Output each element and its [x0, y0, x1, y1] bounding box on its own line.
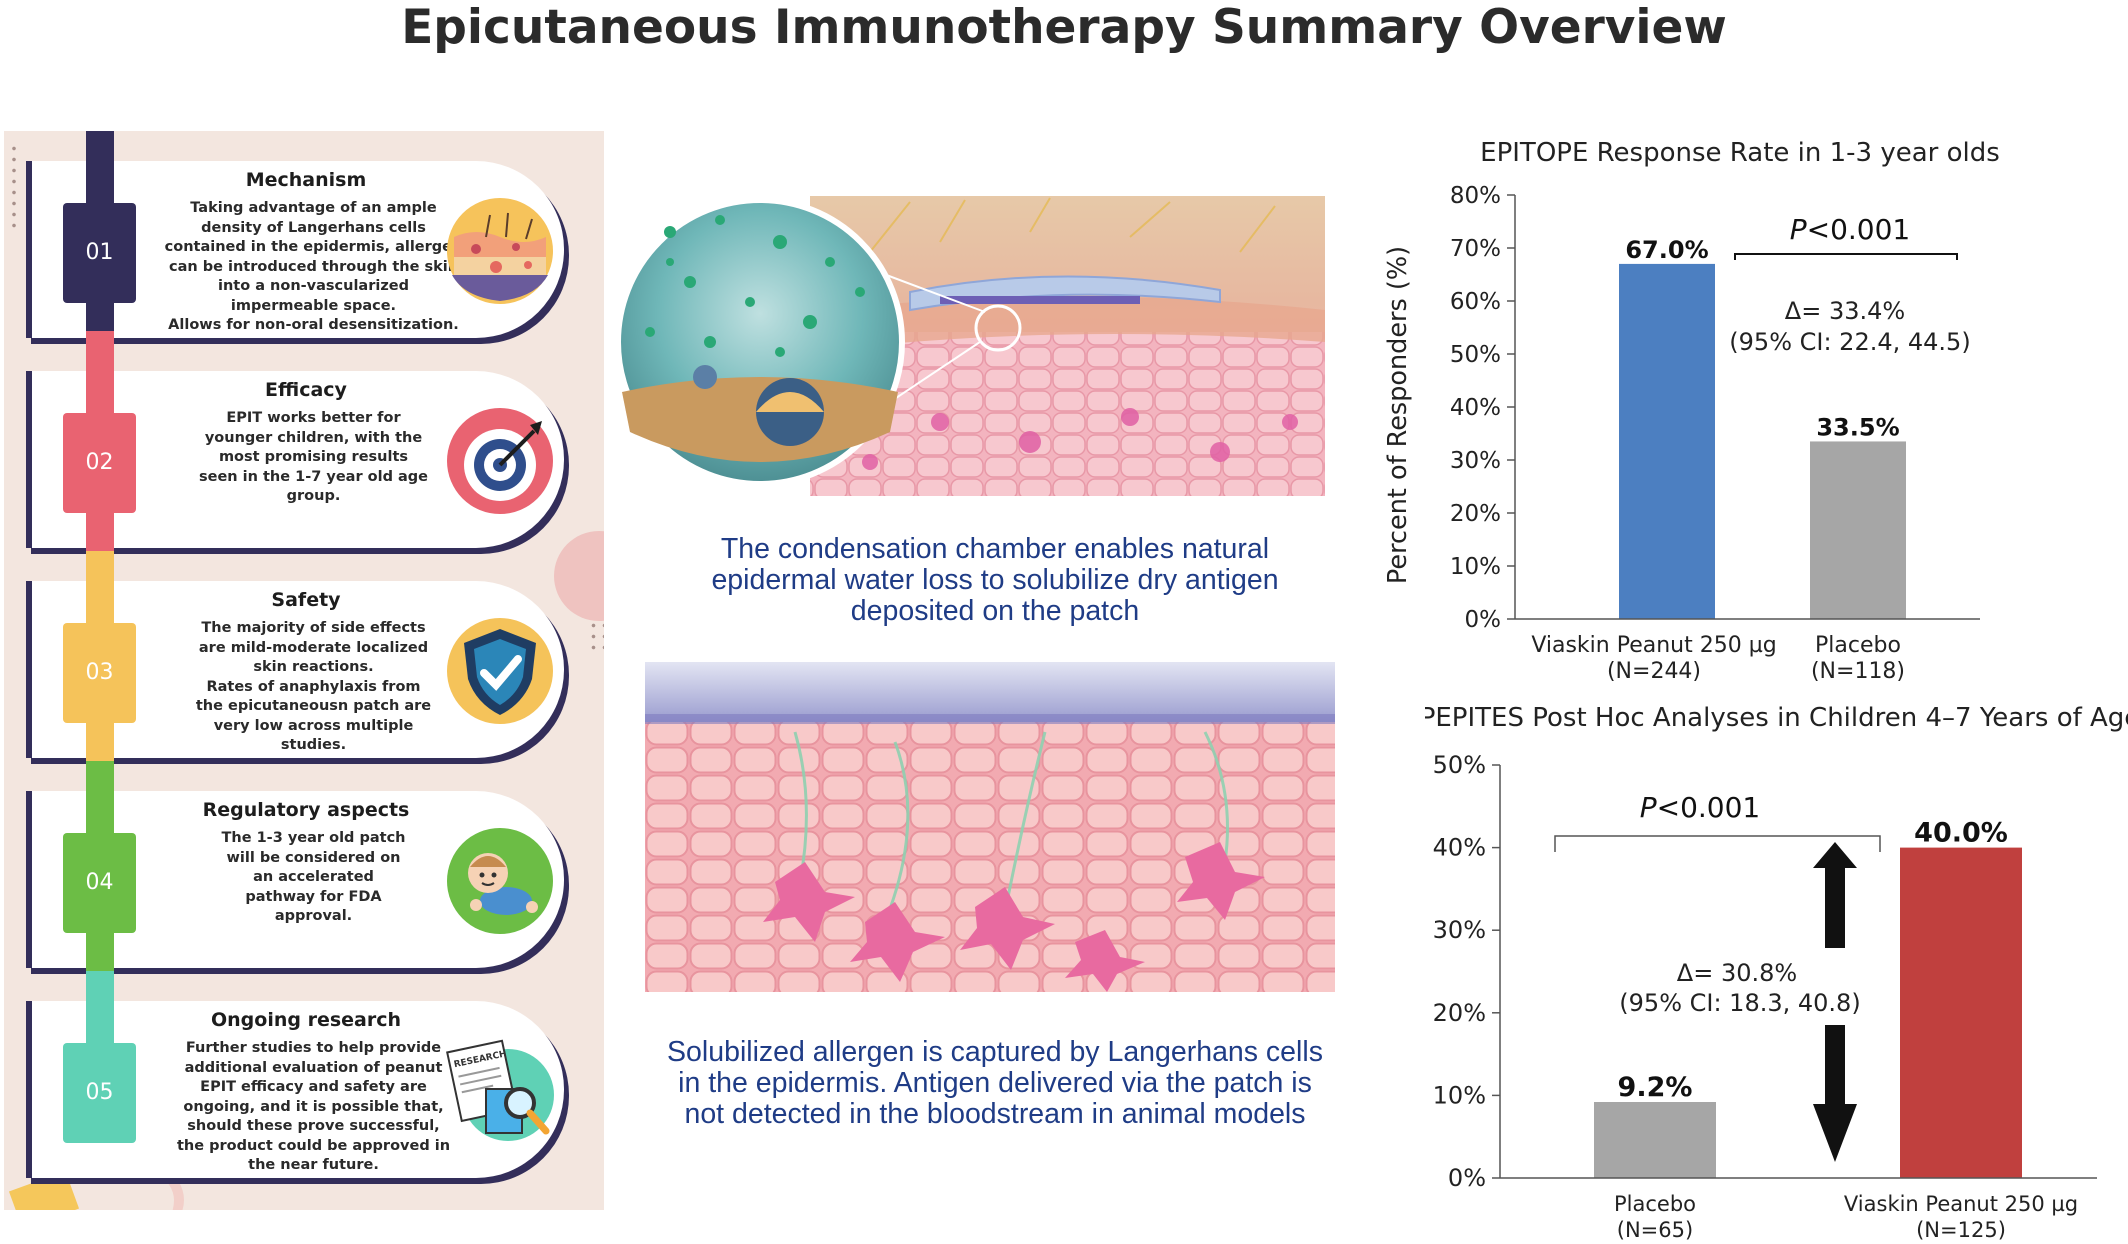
step-badge	[63, 203, 136, 303]
epitope-response-chart: EPITOPE Response Rate in 1-3 year olds P…	[1383, 138, 2000, 684]
y-tick-label: 20%	[1433, 999, 1486, 1027]
significance-bracket	[1554, 835, 1881, 852]
step-number: 02	[85, 450, 114, 475]
step-title: Ongoing research	[210, 1009, 402, 1031]
step-body: The 1-3 year old patch will be considere…	[221, 830, 406, 924]
baby-icon	[447, 828, 553, 934]
y-tick-label: 0%	[1448, 1164, 1486, 1192]
p-value-label: P<0.001	[1640, 791, 1761, 824]
pepites-post-hoc-chart: PEPITES Post Hoc Analyses in Children 4–…	[1425, 703, 2128, 1242]
skin-layers-icon	[447, 198, 553, 304]
step-mechanism: 01 Mechanism Taking advantage of an ampl…	[26, 131, 564, 381]
x-category-n: (N=125)	[1916, 1218, 2006, 1242]
y-tick-label: 0%	[1465, 607, 1502, 633]
step-body: EPIT works better for younger children, …	[198, 410, 429, 504]
arrow-up-icon	[1813, 842, 1857, 948]
significance-bracket	[1734, 253, 1958, 260]
x-category-n: (N=65)	[1617, 1218, 1693, 1242]
caption-condensation-chamber: The condensation chamber enables natural…	[711, 533, 1279, 627]
y-tick-label: 80%	[1450, 183, 1501, 209]
research-document-icon: RESEARCH	[446, 1039, 554, 1141]
step-number: 04	[85, 870, 114, 895]
chart-title: PEPITES Post Hoc Analyses in Children 4–…	[1425, 703, 2128, 733]
y-tick-label: 10%	[1450, 554, 1501, 580]
y-tick-label: 40%	[1433, 834, 1486, 862]
target-icon	[447, 408, 553, 514]
chart-title: EPITOPE Response Rate in 1-3 year olds	[1480, 138, 2000, 168]
step-number: 03	[85, 660, 114, 685]
y-axis-label: Percent of Responders (%)	[1383, 246, 1413, 584]
condensation-chamber-illustration	[615, 196, 1325, 496]
caption-langerhans-cells: Solubilized allergen is captured by Lang…	[667, 1036, 1323, 1130]
delta-label: Δ= 33.4%	[1785, 297, 1905, 325]
step-body: The majority of side effects are mild-mo…	[195, 620, 432, 753]
page-title: Epicutaneous Immunotherapy Summary Overv…	[401, 0, 1727, 55]
y-tick-label: 10%	[1433, 1081, 1486, 1109]
x-category-label: Viaskin Peanut 250 µg	[1844, 1192, 2078, 1216]
x-category-n: (N=118)	[1811, 659, 1905, 684]
data-label: 40.0%	[1914, 818, 2008, 849]
bar	[1900, 847, 2022, 1178]
step-badge	[63, 623, 136, 723]
p-value-label: P<0.001	[1790, 213, 1911, 246]
y-tick-label: 30%	[1450, 448, 1501, 474]
y-tick-label: 70%	[1450, 236, 1501, 262]
step-number: 01	[85, 240, 114, 265]
bar	[1594, 1102, 1716, 1178]
data-label: 9.2%	[1618, 1072, 1693, 1103]
step-safety: 03 Safety The majority of side effects a…	[26, 551, 564, 791]
step-efficacy: 02 Efficacy EPIT works better for younge…	[26, 331, 564, 591]
step-badge	[63, 413, 136, 513]
y-tick-label: 40%	[1450, 395, 1501, 421]
step-badge	[63, 1043, 136, 1143]
y-tick-label: 50%	[1450, 342, 1501, 368]
y-tick-label: 20%	[1450, 501, 1501, 527]
decorative-dots	[12, 143, 16, 233]
step-body: Further studies to help provide addition…	[176, 1040, 451, 1173]
ci-label: (95% CI: 18.3, 40.8)	[1619, 989, 1860, 1017]
ci-label: (95% CI: 22.4, 44.5)	[1729, 328, 1970, 356]
step-ongoing-research: 05 Ongoing research Further studies to h…	[26, 971, 564, 1178]
data-label: 33.5%	[1816, 413, 1899, 441]
x-category-n: (N=244)	[1607, 659, 1701, 684]
step-title: Mechanism	[245, 169, 367, 191]
step-body: Taking advantage of an ample density of …	[164, 200, 463, 333]
langerhans-cell-illustration	[645, 662, 1335, 992]
step-title: Regulatory aspects	[202, 799, 410, 821]
step-badge	[63, 833, 136, 933]
bar	[1810, 441, 1906, 619]
x-category-label: Viaskin Peanut 250 µg	[1531, 633, 1776, 658]
step-number: 05	[85, 1080, 114, 1105]
shield-check-icon	[447, 618, 553, 724]
bar	[1619, 263, 1715, 619]
y-tick-label: 60%	[1450, 289, 1501, 315]
y-tick-label: 30%	[1433, 916, 1486, 944]
summary-infographic: 01 Mechanism Taking advantage of an ampl…	[4, 131, 604, 1210]
y-tick-label: 50%	[1433, 751, 1486, 779]
step-title: Efficacy	[265, 379, 347, 401]
x-category-label: Placebo	[1815, 633, 1901, 658]
step-title: Safety	[271, 589, 341, 611]
step-regulatory-aspects: 04 Regulatory aspects The 1-3 year old p…	[26, 761, 564, 1001]
delta-label: Δ= 30.8%	[1677, 959, 1797, 987]
arrow-down-icon	[1813, 1025, 1857, 1162]
x-category-label: Placebo	[1614, 1192, 1696, 1216]
data-label: 67.0%	[1625, 236, 1708, 264]
